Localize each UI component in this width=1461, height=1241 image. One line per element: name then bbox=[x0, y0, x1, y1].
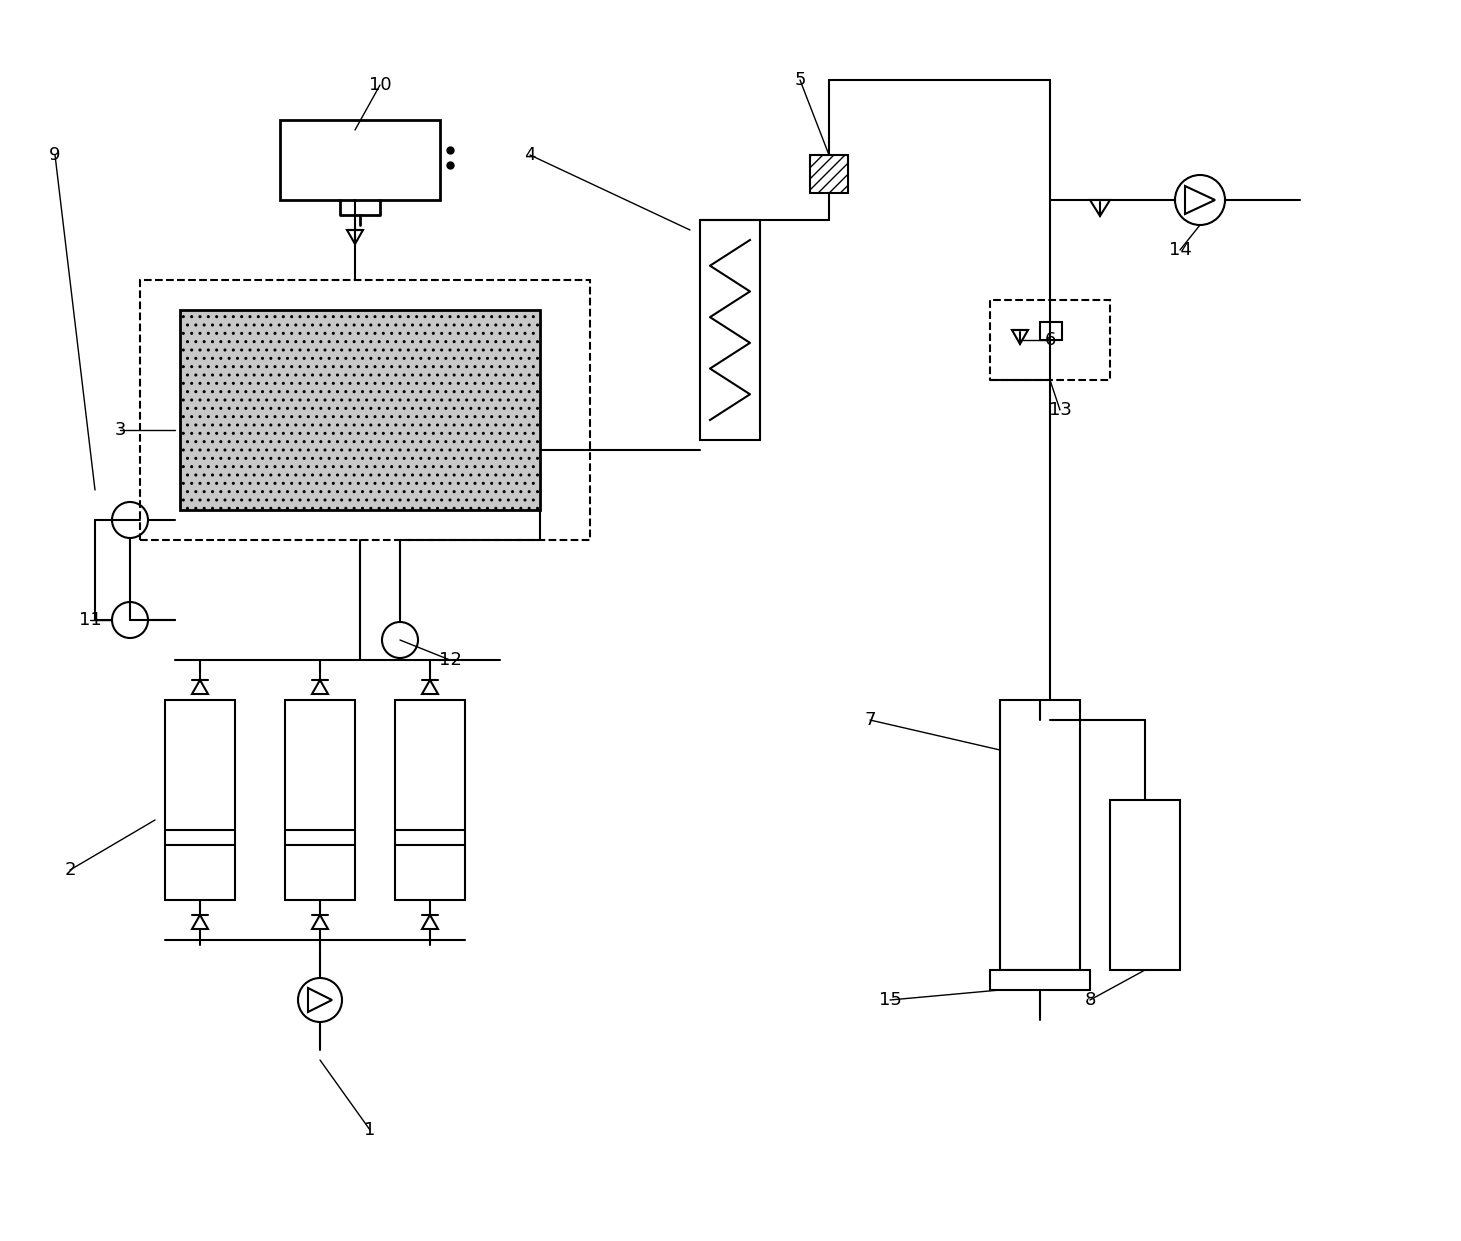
Bar bbox=[394, 700, 465, 900]
Text: 4: 4 bbox=[524, 146, 536, 164]
Bar bbox=[809, 155, 847, 194]
Text: 10: 10 bbox=[368, 76, 392, 94]
Text: 3: 3 bbox=[114, 421, 126, 439]
Text: 15: 15 bbox=[878, 992, 901, 1009]
Text: 14: 14 bbox=[1169, 241, 1191, 259]
Text: 1: 1 bbox=[364, 1121, 375, 1139]
Bar bbox=[1040, 321, 1062, 340]
Bar bbox=[165, 700, 235, 900]
Text: 2: 2 bbox=[64, 861, 76, 879]
Circle shape bbox=[298, 978, 342, 1023]
Text: 8: 8 bbox=[1084, 992, 1096, 1009]
Bar bbox=[991, 970, 1090, 990]
Bar bbox=[700, 220, 760, 441]
Bar bbox=[999, 700, 1080, 970]
Bar bbox=[991, 300, 1110, 380]
Bar bbox=[180, 310, 541, 510]
Text: 5: 5 bbox=[795, 71, 806, 89]
Text: 6: 6 bbox=[1045, 331, 1056, 349]
Text: 7: 7 bbox=[865, 711, 875, 728]
Bar bbox=[281, 120, 440, 200]
Text: 9: 9 bbox=[50, 146, 61, 164]
Bar bbox=[285, 700, 355, 900]
Text: 12: 12 bbox=[438, 652, 462, 669]
Bar bbox=[1110, 800, 1180, 970]
Text: 13: 13 bbox=[1049, 401, 1071, 419]
Bar bbox=[140, 280, 590, 540]
Text: 11: 11 bbox=[79, 611, 101, 629]
Circle shape bbox=[1175, 175, 1224, 225]
